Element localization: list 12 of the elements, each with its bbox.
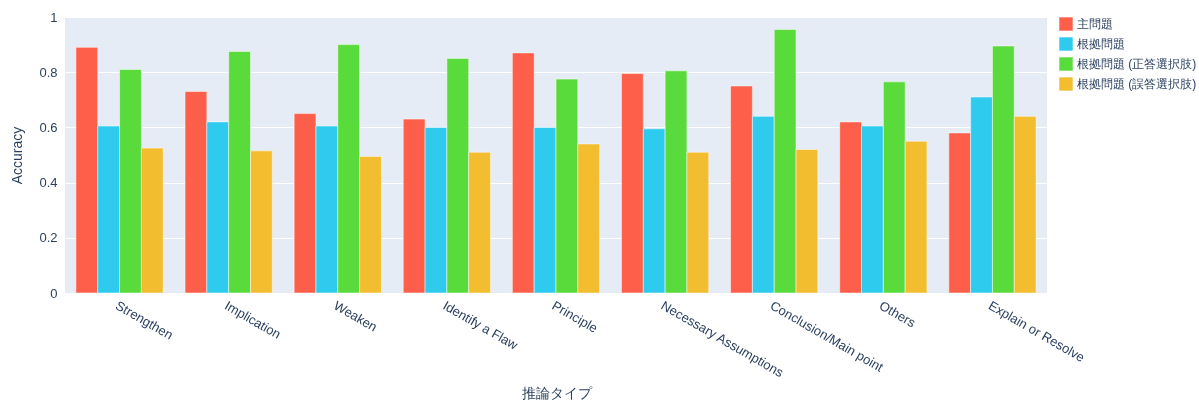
legend-label: 根拠問題 bbox=[1077, 37, 1125, 51]
y-tick-label: 0.4 bbox=[39, 175, 58, 191]
y-tick-label: 0.6 bbox=[39, 119, 58, 135]
x-axis-title: 推論タイプ bbox=[521, 384, 593, 401]
legend-label: 主問題 bbox=[1077, 17, 1113, 31]
y-tick-label: 0 bbox=[50, 285, 58, 301]
legend-label: 根拠問題 (正答選択肢) bbox=[1077, 57, 1197, 71]
legend-label: 根拠問題 (誤答選択肢) bbox=[1077, 77, 1197, 91]
y-tick-label: 0.8 bbox=[39, 64, 58, 80]
y-tick-label: 1 bbox=[50, 9, 58, 25]
y-axis-title: Accuracy bbox=[9, 126, 26, 185]
y-tick-label: 0.2 bbox=[39, 230, 58, 246]
